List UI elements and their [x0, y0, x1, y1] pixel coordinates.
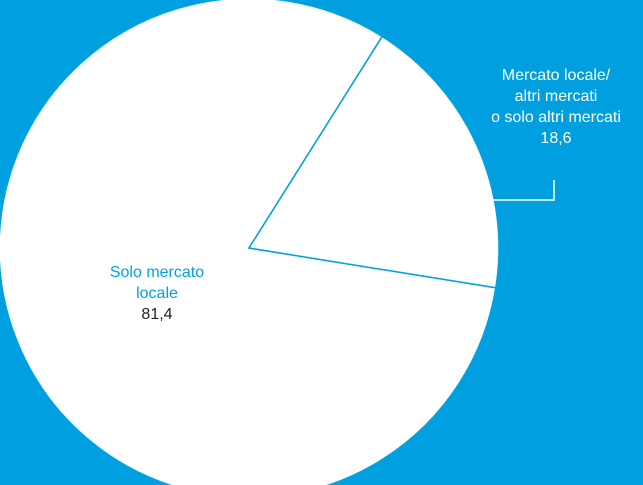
leader-line — [482, 180, 555, 201]
pie-slices — [0, 0, 500, 485]
slice-label-solo-mercato-locale: Solo mercato locale 81,4 — [93, 262, 221, 325]
slice-label-line: Solo mercato — [109, 264, 205, 281]
pie-slice-mercato-locale-altri-mercati — [247, 35, 500, 289]
slice-label-line: altri mercati — [514, 88, 598, 105]
slice-label-line: Mercato locale/ — [501, 67, 611, 84]
slice-label-mercato-locale-altri-mercati: Mercato locale/ altri mercati o solo alt… — [474, 65, 638, 149]
pie-slice-solo-mercato-locale — [0, 0, 497, 485]
slice-value: 81,4 — [141, 306, 173, 323]
slice-label-line: locale — [136, 285, 178, 302]
slice-label-line: o solo altri mercati — [491, 109, 621, 126]
slice-value: 18,6 — [540, 130, 572, 147]
